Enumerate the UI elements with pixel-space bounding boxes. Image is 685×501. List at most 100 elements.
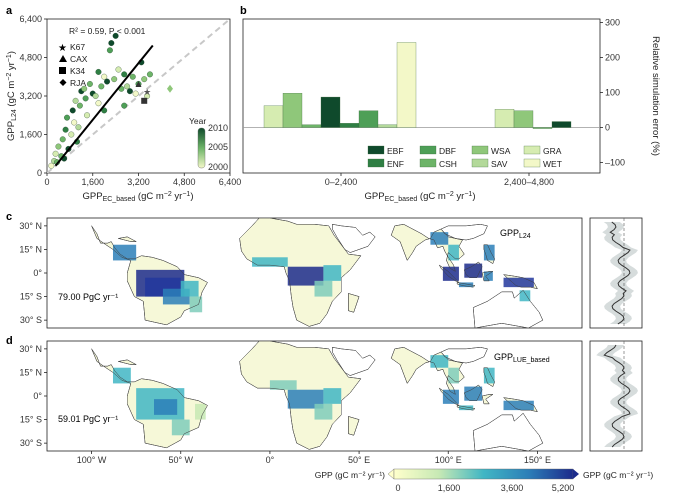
scatter-point	[52, 150, 59, 157]
y-tick-label: 4,800	[19, 53, 42, 63]
coastline-sulawesi	[481, 271, 494, 282]
lat-tick-label: 30° S	[20, 438, 42, 448]
stats-text: R² = 0.59, P < 0.001	[69, 26, 146, 36]
x-tick-label: 6,400	[219, 177, 242, 187]
colorbar-tick-1600: 1,600	[438, 483, 461, 493]
legend-swatch-csh	[419, 158, 437, 168]
scatter-point	[84, 112, 90, 119]
panel-a-y-ticks: 0 1,600 3,200 4,800 6,400	[19, 14, 47, 178]
lat-tick-label: 30° N	[19, 221, 42, 231]
y-tick-label: 6,400	[19, 14, 42, 24]
star-symbol-icon: ★	[58, 43, 67, 54]
lon-tick-label: 150° E	[524, 455, 551, 465]
panel-d: d GPPLUE_based 59.01 PgC yr⁻¹ 30° N15° N…	[6, 335, 643, 452]
k67-marker: ★	[143, 87, 151, 97]
colorbar-left-arrow-icon	[387, 468, 395, 480]
coastline-phil	[483, 367, 495, 387]
panel-a: a 0 1,600 3,200 4,800 6,400 0 1,600 3,200 4,800…	[6, 5, 241, 203]
profile-uncertainty-band	[596, 345, 638, 447]
scatter-point	[69, 107, 76, 114]
gpp-patch	[154, 399, 178, 415]
gpp-patch	[189, 296, 203, 313]
regression-line	[54, 44, 154, 167]
colorbar-label-left: GPP (gC m⁻² yr⁻¹)	[315, 470, 385, 480]
coastline-china	[440, 347, 488, 364]
panel-c: c GPPL24 79.00 PgC yr⁻¹ 30° N15° N0°15° …	[6, 211, 643, 329]
category-label: 0–2,400	[325, 177, 358, 187]
coastline-australia	[472, 289, 544, 328]
year-tick-2000: 2000	[208, 162, 228, 172]
bar-sav	[377, 124, 398, 128]
gpp-patch	[323, 265, 342, 281]
scatter-point	[115, 66, 122, 73]
scatter-point	[106, 47, 113, 54]
bar-csh	[301, 124, 322, 128]
bars	[263, 42, 572, 129]
legend-swatch-wet	[523, 158, 541, 168]
coastline-australia	[472, 412, 544, 451]
coastline-java	[456, 405, 476, 411]
scatter-point	[101, 73, 108, 80]
bar-enf	[339, 123, 360, 128]
coastline-china	[440, 224, 488, 241]
legend-label-wsa: WSA	[491, 146, 511, 156]
lon-tick-label: 100° E	[435, 455, 462, 465]
square-symbol-icon	[59, 67, 66, 74]
scatter-point	[59, 136, 66, 143]
legend-label-ebf: EBF	[387, 146, 404, 156]
scatter-point	[108, 40, 115, 47]
y-tick-label: 0	[605, 123, 610, 133]
year-colorbar: Year 2010 2005 2000	[189, 116, 228, 172]
scatter-point	[86, 81, 93, 87]
cax-marker	[135, 80, 142, 87]
gpp-patch	[112, 244, 137, 261]
x-tick-label: 0	[44, 177, 49, 187]
gpp-colorbar: GPP (gC m⁻² yr⁻¹) GPP (gC m⁻² yr⁻¹) 0 1,…	[315, 468, 653, 493]
scatter-point	[129, 73, 136, 80]
coastline-mideast	[332, 346, 376, 376]
legend-label-csh: CSH	[439, 159, 457, 169]
bar-csh	[532, 127, 553, 129]
scatter-point	[72, 97, 79, 104]
gpp-patch	[448, 367, 459, 384]
lat-tick-label: 15° N	[19, 244, 42, 254]
legend-label-sav: SAV	[491, 159, 508, 169]
coastline-cuba	[118, 359, 137, 365]
x-tick-label: 1,600	[81, 177, 104, 187]
scatter-point	[132, 90, 139, 97]
y-tick-label: –100	[605, 158, 625, 168]
gpp-patch	[448, 244, 459, 261]
scatter-point	[82, 95, 89, 102]
coastline-america	[91, 225, 208, 326]
y-tick-label: 3,200	[19, 91, 42, 101]
panel-a-label: a	[6, 5, 13, 17]
legend-label-wet: WET	[543, 159, 562, 169]
lat-tick-label: 15° S	[20, 415, 42, 425]
panel-a-x-label: GPPEC_based (gC m−2 yr−1)	[83, 191, 194, 203]
panel-b-y-ticks: 300 200 100 0 –100	[600, 18, 625, 168]
panel-b-legend: EBF ENF DBF CSH WSA SAV GRA WET	[367, 145, 562, 169]
coastline-madagascar	[348, 416, 360, 436]
profile-mean-line	[603, 344, 631, 448]
gpp-patch	[503, 400, 534, 411]
bar-ebf	[551, 121, 572, 128]
scatter-point	[95, 68, 102, 75]
lat-tick-label: 0°	[33, 391, 42, 401]
y-tick-label: 1,600	[19, 130, 42, 140]
gpp-patch	[180, 280, 199, 297]
panel-b-label: b	[240, 5, 247, 17]
map-c-lat-ticks: 30° N 15° N 0° 15° S 30° S	[19, 221, 47, 325]
gpp-patch	[483, 367, 495, 384]
bar-gra	[263, 105, 284, 128]
legend-swatch-enf	[367, 158, 385, 168]
scatter-point	[124, 83, 131, 90]
scatter-point	[68, 131, 75, 138]
scatter-point	[81, 85, 88, 92]
year-tick-2010: 2010	[208, 123, 228, 133]
bar-wsa	[282, 93, 303, 128]
legend-cax: CAX	[70, 54, 88, 64]
scatter-point	[98, 83, 105, 90]
x-tick-label: 3,200	[127, 177, 150, 187]
scatter-point	[121, 71, 128, 78]
